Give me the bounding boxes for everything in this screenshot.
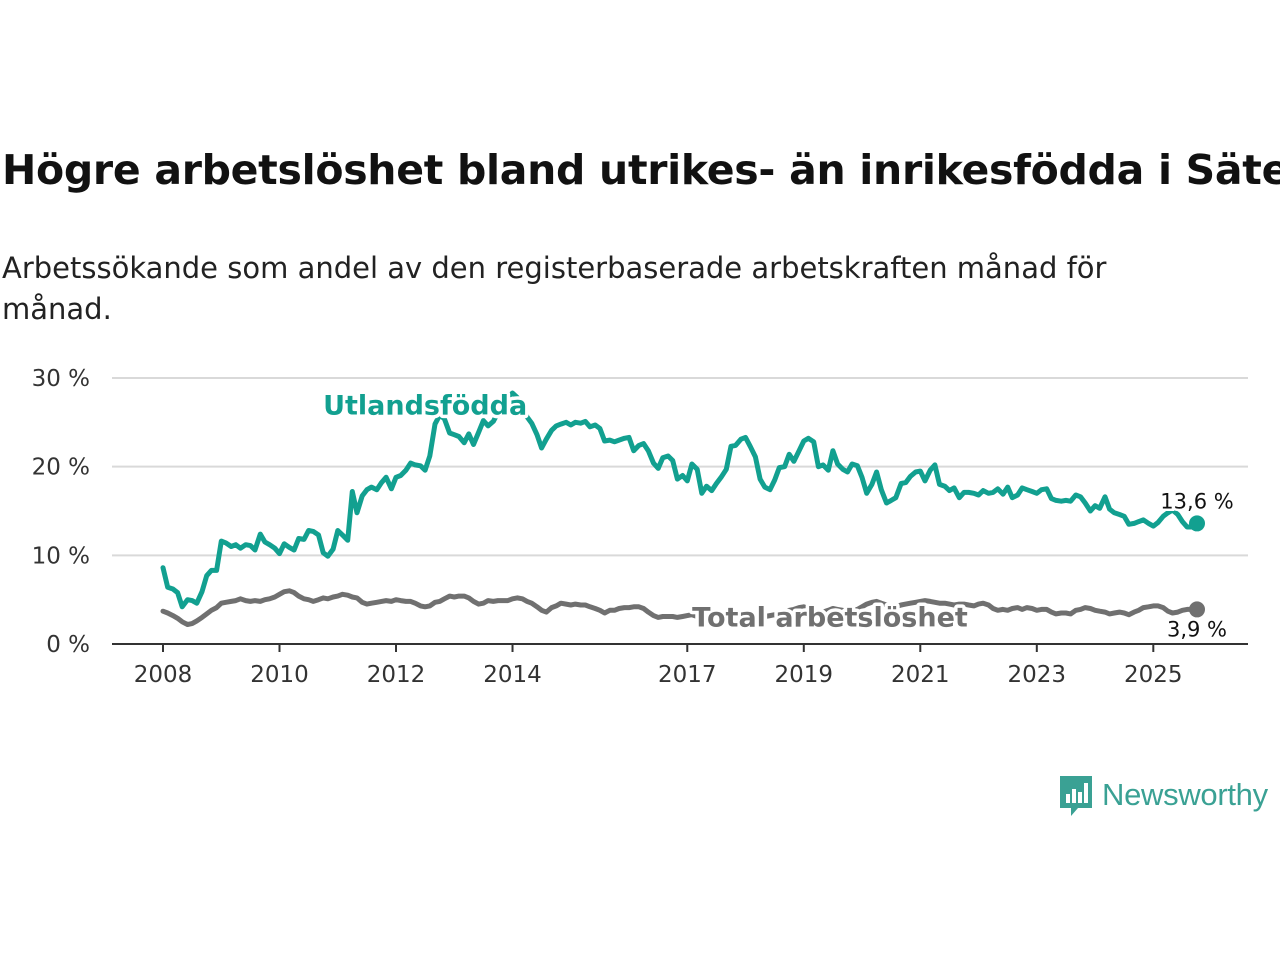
x-tick-label: 2025 [1124,662,1183,688]
series-label-total: Total arbetslöshet [692,602,968,633]
series-line-total [160,588,1200,627]
end-label-total: 3,9 % [1167,617,1227,641]
x-tick-label: 2021 [891,662,950,688]
series-label-utlandsfodda: Utlandsfödda [323,390,527,421]
y-tick-label: 20 % [32,455,90,481]
x-tick-label: 2012 [367,662,426,688]
end-label-utlandsfodda: 13,6 % [1160,489,1233,513]
x-tick-label: 2019 [775,662,834,688]
x-tick-label: 2010 [250,662,309,688]
newsworthy-logo-icon [1060,776,1092,816]
x-tick-label: 2008 [134,662,193,688]
newsworthy-logo: Newsworthy [1058,772,1268,818]
x-tick-label: 2023 [1008,662,1067,688]
x-tick-label: 2017 [658,662,717,688]
line-chart: 0 % 10 % 20 % 30 % 2008 2010 2012 2014 2017 2019 2… [32,366,1248,688]
y-tick-label: 0 % [46,632,90,658]
y-tick-label: 10 % [32,543,90,569]
end-dot-utlandsfodda [1189,515,1205,532]
brand-name: Newsworthy [1102,777,1268,812]
end-dot-total [1189,601,1205,618]
series-line-utlandsfodda [160,390,1200,610]
chart-subtitle: Arbetssökande som andel av den registerb… [2,251,1107,326]
y-tick-label: 30 % [32,366,90,392]
chart-title: Högre arbetslöshet bland utrikes- än inr… [2,146,1280,194]
x-tick-label: 2014 [483,662,542,688]
